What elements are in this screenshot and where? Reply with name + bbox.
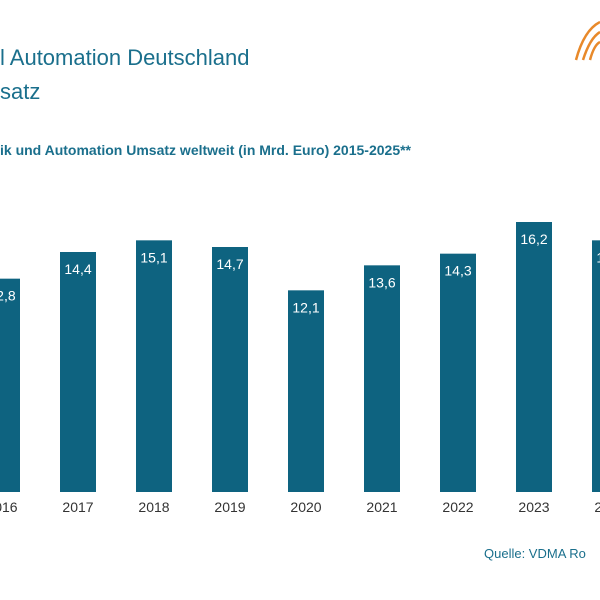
source-note: Quelle: VDMA Ro bbox=[484, 546, 586, 561]
value-label: 12,1 bbox=[292, 299, 319, 315]
value-label: 13,6 bbox=[368, 274, 395, 290]
bar bbox=[516, 222, 552, 492]
logo bbox=[574, 20, 600, 61]
x-tick-label: 2018 bbox=[138, 499, 169, 515]
bar bbox=[0, 278, 20, 492]
x-tick-label: 2019 bbox=[214, 499, 245, 515]
bar bbox=[592, 240, 600, 492]
x-tick-label: 2016 bbox=[0, 499, 18, 515]
chart-title: l Automation Deutschland bbox=[0, 45, 250, 70]
chart-title-line2: satz bbox=[0, 79, 40, 104]
bar bbox=[288, 290, 324, 492]
x-tick-label: 2021 bbox=[366, 499, 397, 515]
value-label: 15,1 bbox=[140, 249, 167, 265]
x-tick-label: 2023 bbox=[518, 499, 549, 515]
value-label: 14,3 bbox=[444, 263, 471, 279]
bar bbox=[136, 240, 172, 492]
value-label: 14,4 bbox=[64, 261, 91, 277]
bar bbox=[364, 265, 400, 492]
x-tick-label: 2017 bbox=[62, 499, 93, 515]
bar bbox=[212, 247, 248, 492]
value-label: 15,1 bbox=[596, 249, 600, 265]
bar bbox=[440, 253, 476, 492]
bar bbox=[60, 252, 96, 492]
x-tick-label: 2022 bbox=[442, 499, 473, 515]
x-tick-label: 2024 bbox=[594, 499, 600, 515]
value-label: 14,7 bbox=[216, 256, 243, 272]
value-label: 12,8 bbox=[0, 288, 16, 304]
chart-subtitle: ik und Automation Umsatz weltweit (in Mr… bbox=[0, 142, 412, 158]
value-label: 16,2 bbox=[520, 231, 547, 247]
x-tick-label: 2020 bbox=[290, 499, 321, 515]
